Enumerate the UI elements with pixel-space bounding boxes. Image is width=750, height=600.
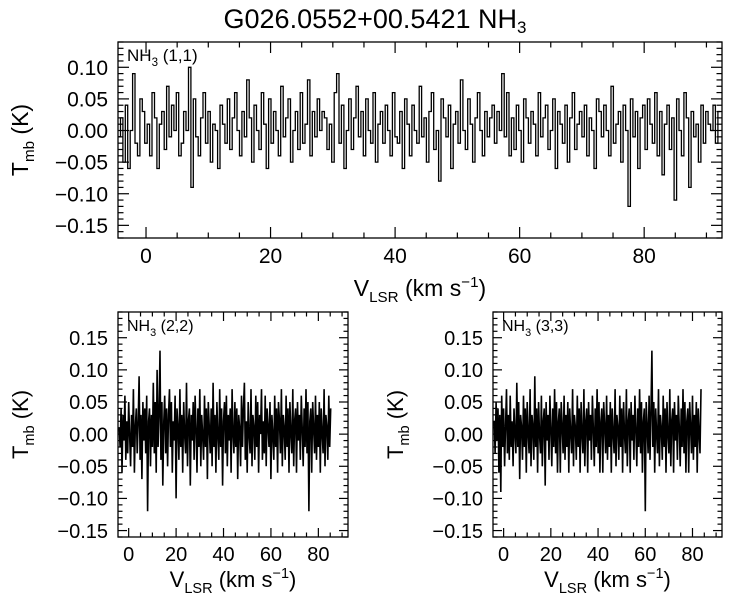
plot-frame — [492, 311, 723, 538]
spectrum-line — [118, 350, 332, 512]
y-tick-label: 0.10 — [444, 360, 483, 382]
x-tick-label: 60 — [508, 245, 531, 268]
y-tick-label: 0.10 — [67, 57, 108, 80]
y-tick-label: 0.05 — [67, 88, 108, 111]
y-tick-label: 0.15 — [69, 328, 108, 350]
panel-label: NH3 (1,1) — [127, 46, 198, 69]
panel-1: 0 20 40 60 80 −0.15 −0.10 −0.05 0.00 0.05 0.10 NH3 … — [7, 41, 723, 306]
x-tick-label: 80 — [681, 544, 703, 566]
y-tick-label: −0.15 — [432, 521, 483, 543]
x-tick-label: 20 — [259, 245, 282, 268]
y-tick-label: −0.05 — [55, 152, 108, 175]
x-tick-label: 40 — [212, 544, 234, 566]
x-tick-label: 0 — [123, 544, 134, 566]
x-tick-label: 40 — [383, 245, 406, 268]
y-tick-label: −0.10 — [55, 183, 108, 206]
x-tick-label: 20 — [540, 544, 562, 566]
y-tick-label: −0.10 — [57, 489, 108, 511]
x-tick-label: 60 — [634, 544, 656, 566]
y-tick-label: 0.05 — [444, 392, 483, 414]
y-tick-label: 0.15 — [444, 328, 483, 350]
y-axis-label: Tmb (K) — [7, 104, 38, 176]
y-tick-label: 0.00 — [69, 424, 108, 446]
chart-title-subscript: 3 — [517, 18, 527, 37]
panel-2: 0 20 40 60 80 −0.15 −0.10 −0.05 0.00 0.05 0.10 0.15… — [8, 311, 349, 597]
x-tick-label: 0 — [140, 245, 152, 268]
y-tick-label: 0.00 — [67, 120, 108, 143]
y-axis-label: Tmb (K) — [8, 390, 38, 459]
x-tick-label: 80 — [632, 245, 655, 268]
y-tick-label: −0.15 — [57, 521, 108, 543]
x-axis-label: VLSR (km s−1) — [170, 566, 297, 597]
y-tick-label: 0.05 — [69, 392, 108, 414]
panel-3: 0 20 40 60 80 −0.15 −0.10 −0.05 0.00 0.05 0.10 0.15… — [383, 311, 723, 597]
x-axis-label: VLSR (km s−1) — [544, 566, 671, 597]
chart-title: G026.0552+00.5421 NH3 — [0, 4, 750, 37]
y-tick-label: 0.00 — [444, 424, 483, 446]
y-tick-label: −0.05 — [57, 456, 108, 478]
spectrum-line — [118, 66, 721, 208]
plot-frame — [117, 311, 349, 538]
y-tick-label: −0.10 — [432, 489, 483, 511]
x-tick-label: 60 — [260, 544, 282, 566]
y-tick-label: −0.15 — [55, 215, 108, 238]
x-axis-label: VLSR (km s−1) — [354, 274, 486, 306]
chart-title-text: G026.0552+00.5421 NH — [223, 4, 517, 34]
x-tick-label: 40 — [587, 544, 609, 566]
y-axis-label: Tmb (K) — [383, 390, 413, 459]
panel-label: NH3 (3,3) — [502, 318, 569, 339]
plot-frame — [117, 41, 723, 239]
spectrum-line — [493, 350, 702, 512]
x-tick-label: 0 — [498, 544, 509, 566]
y-tick-label: −0.05 — [432, 456, 483, 478]
panel-label: NH3 (2,2) — [127, 318, 194, 339]
x-tick-label: 20 — [165, 544, 187, 566]
x-tick-label: 80 — [307, 544, 329, 566]
y-tick-label: 0.10 — [69, 360, 108, 382]
